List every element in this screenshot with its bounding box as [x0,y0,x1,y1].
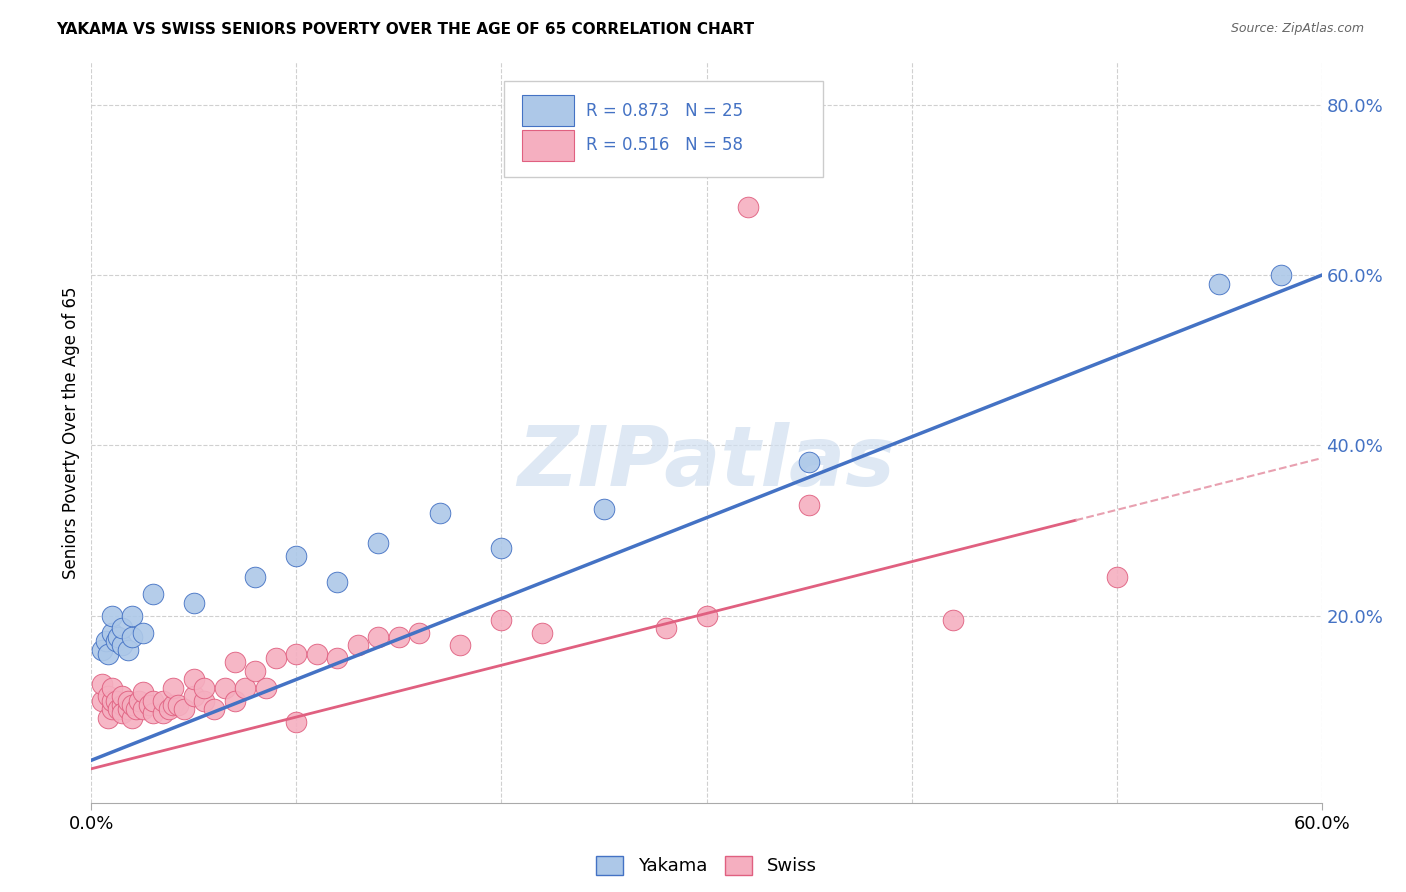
Point [797,455,820,469]
Y-axis label: Seniors Poverty Over the Age of 65: Seniors Poverty Over the Age of 65 [62,286,80,579]
Text: YAKAMA VS SWISS SENIORS POVERTY OVER THE AGE OF 65 CORRELATION CHART: YAKAMA VS SWISS SENIORS POVERTY OVER THE… [56,22,755,37]
Point [1270,268,1292,283]
Point [111,639,134,653]
Point [264,651,287,665]
Point [101,681,124,695]
Point [131,625,153,640]
Point [224,694,246,708]
Point [166,698,188,712]
Point [107,630,129,644]
Point [245,664,267,678]
Point [101,608,124,623]
Text: ZIPatlas: ZIPatlas [517,422,896,503]
Point [90,676,112,690]
Point [111,706,134,721]
Point [121,711,143,725]
Point [193,681,215,695]
Point [367,630,389,644]
Point [97,690,120,704]
Point [183,690,205,704]
Point [254,681,277,695]
Point [131,685,153,699]
Point [117,694,139,708]
Point [326,574,349,589]
Point [117,642,139,657]
Point [152,694,174,708]
Point [128,694,150,708]
Point [285,549,308,563]
Point [531,625,554,640]
Point [142,694,165,708]
Point [142,706,165,721]
Point [138,698,160,712]
Point [695,608,717,623]
Point [152,706,174,721]
Point [305,647,328,661]
Point [285,714,308,729]
Point [326,651,349,665]
Text: R = 0.516   N = 58: R = 0.516 N = 58 [586,136,742,154]
Point [183,596,205,610]
Point [111,621,134,635]
Point [162,698,184,712]
Point [142,587,165,601]
Point [367,536,389,550]
Point [111,690,134,704]
Point [157,702,180,716]
Point [202,702,225,716]
Point [429,507,451,521]
Point [491,541,513,555]
Point [193,694,215,708]
Point [408,625,430,640]
Point [183,673,205,687]
Point [233,681,256,695]
Point [101,694,124,708]
Point [285,647,308,661]
Point [121,608,143,623]
Text: R = 0.873   N = 25: R = 0.873 N = 25 [586,102,744,120]
Point [224,656,246,670]
Point [111,698,134,712]
Point [117,702,139,716]
Point [1105,570,1128,584]
Point [101,702,124,716]
FancyBboxPatch shape [522,130,574,161]
Point [105,694,127,708]
FancyBboxPatch shape [503,81,824,178]
Point [90,642,112,657]
Point [97,647,120,661]
Point [90,694,112,708]
Point [105,634,127,648]
Point [107,702,129,716]
Point [121,698,143,712]
Point [942,613,965,627]
Point [131,702,153,716]
Point [388,630,411,644]
Point [121,630,143,644]
Point [797,498,820,512]
Legend: Yakama, Swiss: Yakama, Swiss [589,849,824,882]
Point [125,702,148,716]
Point [654,621,676,635]
Point [101,625,124,640]
Point [1208,277,1230,291]
Point [449,639,471,653]
Point [491,613,513,627]
Point [97,711,120,725]
Point [94,634,117,648]
Point [737,200,759,214]
Point [162,681,184,695]
FancyBboxPatch shape [522,95,574,126]
Point [593,502,616,516]
Point [245,570,267,584]
Point [173,702,195,716]
Text: Source: ZipAtlas.com: Source: ZipAtlas.com [1230,22,1364,36]
Point [347,639,370,653]
Point [214,681,236,695]
